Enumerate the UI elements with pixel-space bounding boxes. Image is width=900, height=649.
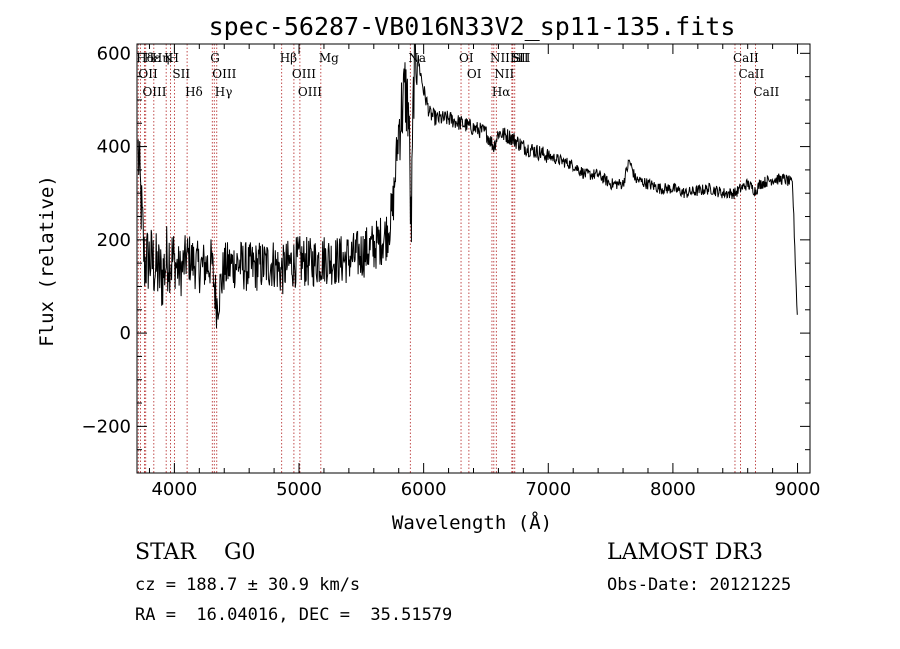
- emission-line-label: Hη: [152, 51, 170, 65]
- coordinates: RA = 16.04016, DEC = 35.51579: [135, 605, 453, 625]
- emission-line-label: SII: [513, 51, 531, 65]
- emission-line-label: OI: [467, 67, 482, 81]
- x-axis-label: Wavelength (Å): [392, 511, 552, 534]
- x-tick-label: 9000: [775, 479, 821, 500]
- spectrum-line: [137, 43, 798, 329]
- emission-line-label: Mg: [319, 51, 339, 65]
- emission-line-label: H: [169, 51, 179, 65]
- emission-line-label: Hγ: [215, 85, 233, 99]
- object-class: STAR G0: [135, 540, 256, 565]
- emission-line-label: Hδ: [136, 51, 154, 65]
- y-axis: −200 0 200 400 600: [82, 43, 810, 474]
- emission-line-label: Na: [408, 51, 426, 65]
- emission-line-label: OIII: [292, 67, 316, 81]
- emission-line-label: K: [164, 51, 174, 65]
- emission-line-label: OII: [138, 67, 158, 81]
- emission-line-label: SII: [511, 51, 529, 65]
- emission-line-label: Hβ: [280, 51, 297, 65]
- emission-line-label: CaII: [733, 51, 759, 65]
- emission-line-label: Hδ: [185, 85, 203, 99]
- y-tick-label: −200: [82, 416, 131, 437]
- observation-date: Obs-Date: 20121225: [607, 575, 792, 595]
- emission-line-label: G: [210, 51, 220, 65]
- redshift-velocity: cz = 188.7 ± 30.9 km/s: [135, 575, 361, 595]
- survey-name: LAMOST DR3: [607, 540, 763, 565]
- y-tick-label: 400: [97, 137, 131, 158]
- emission-line-label: CaII: [738, 67, 764, 81]
- emission-line-label: NII: [490, 51, 510, 65]
- emission-line-label: Hε: [144, 51, 161, 65]
- x-tick-label: 8000: [650, 479, 696, 500]
- emission-line-label: OIII: [212, 67, 236, 81]
- emission-line-label: Hα: [492, 85, 511, 99]
- emission-line-label: SII: [172, 67, 190, 81]
- emission-line-label: OIII: [298, 85, 322, 99]
- y-axis-label: Flux (relative): [36, 175, 58, 347]
- emission-line-label: Li: [510, 51, 522, 65]
- emission-line-label: NII: [494, 67, 514, 81]
- x-tick-label: 7000: [525, 479, 571, 500]
- emission-line-label: CaII: [753, 85, 779, 99]
- x-tick-label: 4000: [151, 479, 197, 500]
- chart-title: spec-56287-VB016N33V2_sp11-135.fits: [209, 12, 736, 41]
- y-tick-label: 200: [97, 230, 131, 251]
- spectrum-series: [137, 43, 798, 329]
- x-axis: 4000 5000 6000 7000 8000 9000: [148, 44, 821, 500]
- x-tick-label: 6000: [401, 479, 447, 500]
- emission-line-label: OIII: [142, 85, 166, 99]
- emission-line-label: OI: [459, 51, 474, 65]
- y-tick-label: 0: [120, 323, 131, 344]
- y-tick-label: 600: [97, 43, 131, 64]
- x-tick-label: 5000: [276, 479, 322, 500]
